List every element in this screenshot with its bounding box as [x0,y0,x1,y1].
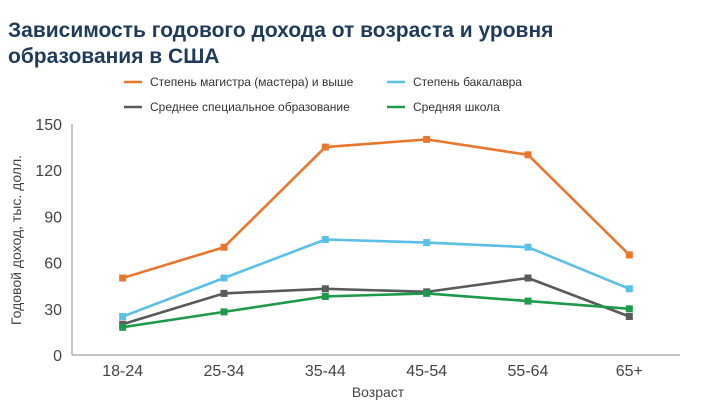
data-point [625,251,633,259]
data-point [321,285,329,293]
data-point [524,297,532,305]
legend-item: Средняя школа [387,100,500,114]
data-point [119,313,127,320]
y-tick-label: 90 [44,209,62,226]
axes [71,124,680,356]
data-point [423,135,431,143]
legend: Степень магистра (мастера) и выше Степень… [124,75,522,114]
legend-item: Среднее специальное образование [124,100,350,114]
data-point [625,285,633,293]
x-tick-label: 18-24 [102,363,143,380]
series-line [122,238,630,318]
legend-label: Степень бакалавра [413,75,522,89]
data-point [625,305,633,313]
legend-item: Степень магистра (мастера) и выше [124,75,354,89]
data-point [220,243,228,251]
data-point [423,289,431,297]
data-point [220,289,228,297]
data-point [220,274,228,282]
series-group [119,135,633,282]
x-tick-label: 65+ [616,363,643,380]
series-lines [119,135,633,331]
data-point [524,151,532,159]
x-tick-label: 55-64 [508,363,549,380]
series-line [122,138,631,280]
x-tick-label: 25-34 [204,363,245,380]
data-point [524,274,532,282]
data-point [625,313,633,320]
data-point [321,143,329,151]
data-point [119,323,127,331]
y-tick-label: 0 [53,348,62,365]
series-line [122,276,630,326]
data-point [524,243,532,251]
legend-label: Среднее специальное образование [150,100,350,114]
x-axis-label: Возраст [352,384,405,400]
series-line [122,292,630,329]
x-tick-label: 45-54 [406,363,447,380]
y-tick-label: 30 [44,302,62,319]
data-point [220,308,228,316]
series-group [119,236,633,320]
y-tick-label: 120 [35,163,62,180]
data-point [423,239,431,247]
chart-title: Зависимость годового дохода от возраста … [8,19,554,68]
y-axis-label: Годовой доход, тыс. долл. [8,155,24,325]
x-tick-labels: 18-24 25-34 35-44 45-54 55-64 65+ [102,363,643,380]
legend-item: Степень бакалавра [387,75,522,89]
y-tick-label: 60 [44,256,62,273]
data-point [119,274,127,282]
series-group [119,274,633,328]
legend-label: Степень магистра (мастера) и выше [150,75,354,89]
x-tick-label: 35-44 [305,363,346,380]
data-point [321,292,329,300]
legend-label: Средняя школа [413,100,500,114]
series-group [119,289,633,331]
y-tick-labels: 0 30 60 90 120 150 [35,117,62,365]
y-tick-label: 150 [35,117,62,134]
data-point [321,236,329,243]
